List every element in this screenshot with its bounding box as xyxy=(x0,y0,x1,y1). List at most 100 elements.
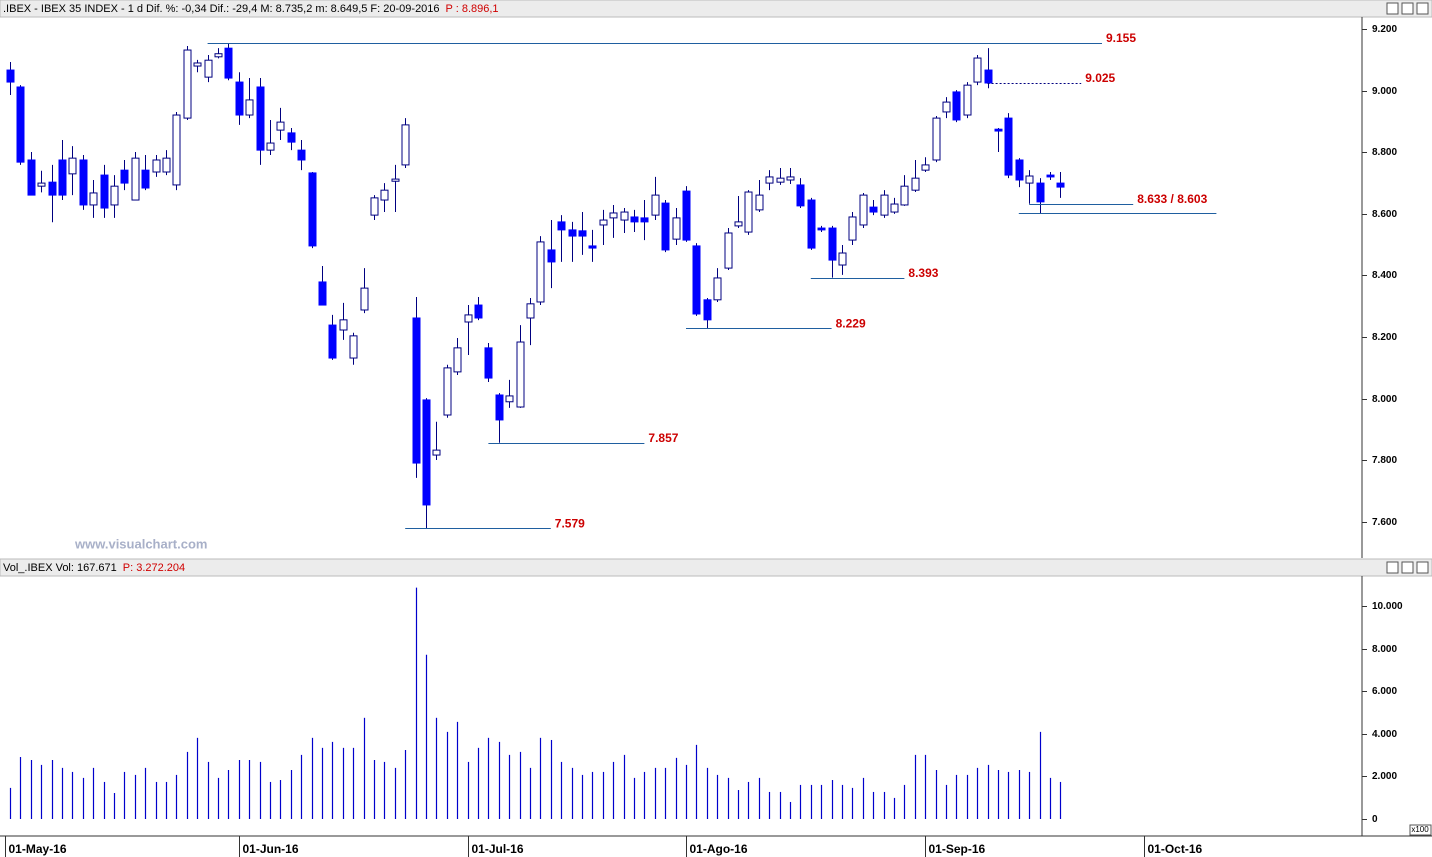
unit-box xyxy=(1409,824,1432,836)
y-tick-label: 8.000 xyxy=(1372,394,1397,405)
candle-body-down xyxy=(828,227,837,261)
candle-body-up xyxy=(599,219,608,226)
candle-body-down xyxy=(817,227,826,231)
candle-body-down xyxy=(547,249,556,263)
candle-body-up xyxy=(911,177,920,191)
candle-body-up xyxy=(963,84,972,116)
level-label: 8.229 xyxy=(836,316,866,330)
y-tick-label: 7.600 xyxy=(1372,517,1397,528)
y-tick-label: 7.800 xyxy=(1372,455,1397,466)
candle-body-up xyxy=(37,182,46,187)
candle-body-down xyxy=(994,128,1003,132)
close-button[interactable] xyxy=(1416,2,1429,15)
candle-body-up xyxy=(110,185,119,206)
candle-body-up xyxy=(401,124,410,166)
candle-body-down xyxy=(256,86,265,151)
candle-body-down xyxy=(984,69,993,84)
candle-body-up xyxy=(744,191,753,233)
candle-body-up xyxy=(776,177,785,183)
candle-body-up xyxy=(245,99,254,116)
volume-unit: x100 xyxy=(1411,825,1429,834)
candle-body-down xyxy=(796,184,805,207)
level-label: 7.857 xyxy=(648,431,678,445)
candle-body-up xyxy=(276,121,285,131)
y-tick-label: 9.000 xyxy=(1372,86,1397,97)
candle-body-up xyxy=(68,157,77,175)
y-tick-label: 8.000 xyxy=(1372,644,1397,655)
candle-body-down xyxy=(640,217,649,223)
candle-body-up xyxy=(859,194,868,226)
candle-body-up xyxy=(900,185,909,206)
y-tick-label: 8.200 xyxy=(1372,332,1397,343)
level-label: 8.393 xyxy=(908,266,938,280)
candle-body-down xyxy=(474,304,483,319)
candle-body-down xyxy=(318,281,327,306)
candle-body-down xyxy=(630,216,639,223)
candle-body-down xyxy=(1004,117,1013,176)
candle-body-up xyxy=(391,178,400,182)
y-tick-label: 8.800 xyxy=(1372,147,1397,158)
minimize-button[interactable] xyxy=(1386,2,1399,15)
maximize-button[interactable] xyxy=(1401,2,1414,15)
y-tick-label: 8.600 xyxy=(1372,209,1397,220)
level-label: 7.579 xyxy=(555,517,585,531)
candle-body-up xyxy=(464,314,473,323)
close-button[interactable] xyxy=(1416,561,1429,574)
candle-body-down xyxy=(6,69,15,83)
volume-previous: P: 3.272.204 xyxy=(123,562,185,574)
candle-body-up xyxy=(360,287,369,311)
candle-body-up xyxy=(973,57,982,83)
candle-body-up xyxy=(838,252,847,266)
x-tick-label: 01-May-16 xyxy=(9,842,67,856)
candle-body-down xyxy=(557,221,566,231)
candle-body-up xyxy=(183,49,192,119)
candle-body-down xyxy=(235,81,244,116)
level-label: 9.155 xyxy=(1106,31,1136,45)
candle-body-up xyxy=(193,62,202,67)
candle-body-down xyxy=(120,169,129,184)
candle-body-down xyxy=(568,229,577,237)
candle-body-down xyxy=(224,47,233,79)
candle-body-down xyxy=(807,199,816,249)
candle-body-down xyxy=(578,230,587,237)
candle-body-down xyxy=(422,399,431,506)
candle-body-up xyxy=(786,176,795,181)
candle-body-down xyxy=(869,206,878,213)
x-tick-label: 01-Jun-16 xyxy=(243,842,299,856)
y-tick-label: 10.000 xyxy=(1372,601,1403,612)
candle-body-down xyxy=(661,202,670,251)
chart-title: .IBEX - IBEX 35 INDEX - 1 d Dif. %: -0,3… xyxy=(3,3,440,15)
candle-body-up xyxy=(516,341,525,408)
y-tick-label: 2.000 xyxy=(1372,771,1397,782)
candle-body-down xyxy=(1036,182,1045,203)
candle-body-down xyxy=(703,299,712,321)
y-tick-label: 9.200 xyxy=(1372,24,1397,35)
volume-title: Vol_.IBEX Vol: 167.671 xyxy=(3,562,117,574)
watermark: www.visualchart.com xyxy=(74,536,207,551)
x-tick-label: 01-Jul-16 xyxy=(472,842,524,856)
candle-body-down xyxy=(287,132,296,143)
candle-body-up xyxy=(349,335,358,359)
candle-body-up xyxy=(152,159,161,173)
price-header-bar xyxy=(0,0,1432,18)
candle-body-up xyxy=(380,189,389,201)
candle-body-up xyxy=(443,367,452,416)
minimize-button[interactable] xyxy=(1386,561,1399,574)
candle-body-up xyxy=(432,449,441,456)
candle-body-up xyxy=(266,142,275,151)
candle-body-down xyxy=(952,91,961,121)
candle-body-down xyxy=(692,245,701,315)
candle-body-up xyxy=(536,241,545,303)
last-price: P : 8.896,1 xyxy=(446,3,499,15)
window-buttons xyxy=(1386,2,1429,574)
y-tick-label: 8.400 xyxy=(1372,270,1397,281)
candle-body-down xyxy=(297,149,306,161)
maximize-button[interactable] xyxy=(1401,561,1414,574)
candle-body-down xyxy=(100,174,109,209)
candle-body-up xyxy=(880,194,889,216)
candle-body-up xyxy=(214,53,223,58)
candle-body-down xyxy=(58,159,67,196)
candle-body-down xyxy=(48,181,57,196)
candle-body-up xyxy=(609,212,618,219)
